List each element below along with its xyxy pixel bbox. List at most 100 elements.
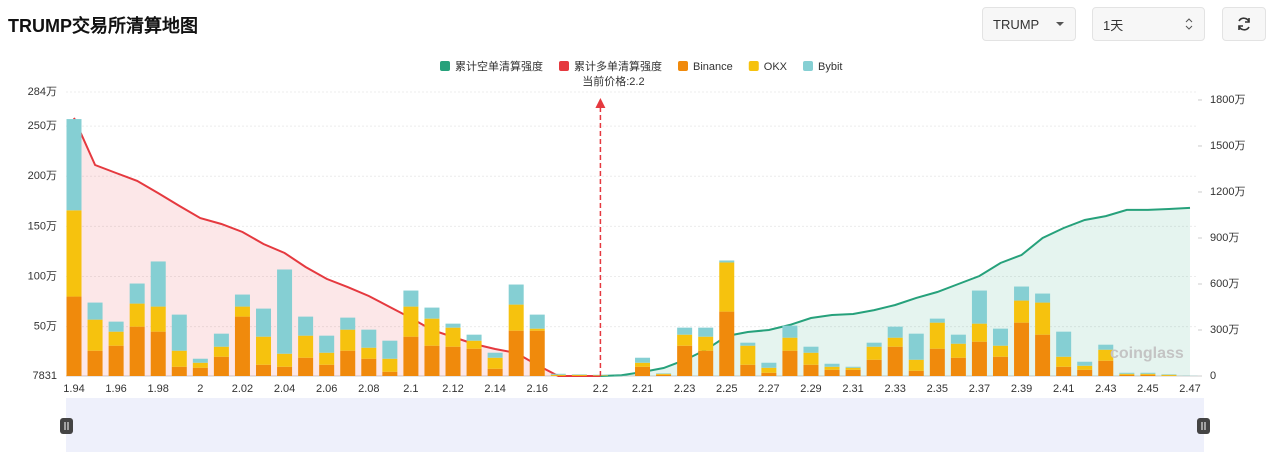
bar <box>866 342 882 347</box>
bar <box>740 345 756 365</box>
bar <box>635 366 651 376</box>
area <box>600 207 1190 376</box>
bar <box>845 369 861 376</box>
slider-handle <box>60 418 73 434</box>
bar <box>382 371 398 376</box>
bar <box>1119 372 1135 374</box>
x-tick-label: 2.06 <box>316 383 337 395</box>
line <box>600 206 1191 377</box>
price-label: 当前价格:2.2 <box>582 74 644 88</box>
bar <box>950 357 966 376</box>
area <box>74 117 601 377</box>
bar <box>971 290 987 324</box>
bar <box>992 345 1008 357</box>
bar <box>1161 374 1177 376</box>
bar <box>382 340 398 359</box>
bar <box>445 327 461 347</box>
bar <box>782 337 798 351</box>
x-tick-label: 2.47 <box>1179 383 1200 395</box>
bar <box>803 352 819 365</box>
bar <box>740 342 756 346</box>
bar <box>213 356 229 376</box>
x-tick-label: 2.45 <box>1137 383 1158 395</box>
legend-swatch <box>440 61 450 71</box>
legend-item[interactable]: 累计多单清算强度 <box>559 59 662 73</box>
bar <box>782 325 798 338</box>
bar <box>508 304 524 331</box>
bar <box>677 334 693 346</box>
bar <box>1035 302 1051 335</box>
bar <box>87 302 103 320</box>
x-tick-label: 2.25 <box>716 383 737 395</box>
bar <box>403 290 419 307</box>
bar <box>635 357 651 363</box>
bar <box>677 345 693 376</box>
bar <box>592 375 608 376</box>
bar <box>1140 372 1156 374</box>
price-arrow <box>595 98 606 108</box>
bar <box>1098 344 1114 350</box>
x-tick-label: 2.23 <box>674 383 695 395</box>
bar <box>319 352 335 365</box>
bar <box>1014 286 1030 301</box>
refresh-button[interactable] <box>1222 7 1266 41</box>
bar <box>550 373 566 375</box>
x-tick-label: 2.41 <box>1053 383 1074 395</box>
symbol-select[interactable]: TRUMP <box>982 7 1076 41</box>
bar <box>424 318 440 346</box>
bar <box>761 362 777 368</box>
bar <box>824 366 840 370</box>
x-tick-label: 2.37 <box>969 383 990 395</box>
legend-item[interactable]: Binance <box>678 61 733 73</box>
bar <box>719 260 735 263</box>
legend-item[interactable]: 累计空单清算强度 <box>440 59 543 73</box>
x-tick-label: 2.35 <box>927 383 948 395</box>
bar <box>87 350 103 376</box>
bar <box>740 364 756 376</box>
line <box>73 117 601 377</box>
refresh-icon <box>1238 17 1250 31</box>
bar <box>550 374 566 376</box>
y2-tick-label: 0 <box>1210 370 1216 382</box>
x-tick-label: 2.33 <box>884 383 905 395</box>
bar <box>340 329 356 351</box>
range-select[interactable]: 1天 <box>1092 7 1205 41</box>
y-tick-label: 250万 <box>28 120 57 132</box>
x-tick-label: 2.14 <box>484 383 505 395</box>
bar <box>66 210 82 297</box>
bar <box>1140 374 1156 376</box>
bar <box>213 346 229 357</box>
bar <box>256 336 272 365</box>
slider-handle <box>1197 418 1210 434</box>
caret <box>1056 22 1064 26</box>
bar <box>992 328 1008 346</box>
bar <box>403 336 419 376</box>
bar <box>1014 322 1030 376</box>
bar <box>277 269 293 354</box>
bar <box>592 374 608 376</box>
bar <box>445 346 461 376</box>
legend-item[interactable]: OKX <box>748 61 788 73</box>
y2-tick-label: 900万 <box>1210 232 1239 244</box>
x-tick-label: 2.12 <box>442 383 463 395</box>
x-tick-label: 2.04 <box>274 383 295 395</box>
bar <box>424 345 440 376</box>
bar <box>529 330 545 376</box>
bar <box>929 318 945 323</box>
legend-item[interactable]: Bybit <box>803 61 842 73</box>
bar <box>445 323 461 328</box>
x-tick-label: 2.31 <box>842 383 863 395</box>
x-tick-label: 2.02 <box>232 383 253 395</box>
y-tick-label: 100万 <box>28 270 57 282</box>
x-tick-label: 2.16 <box>527 383 548 395</box>
bar <box>487 352 503 358</box>
y-tick-label: 150万 <box>28 220 57 232</box>
bar <box>719 311 735 376</box>
bar <box>1119 374 1135 376</box>
x-tick-label: 2.21 <box>632 383 653 395</box>
bar <box>487 357 503 369</box>
x-tick-label: 1.94 <box>63 383 84 395</box>
bar <box>677 327 693 335</box>
bar <box>656 374 672 376</box>
